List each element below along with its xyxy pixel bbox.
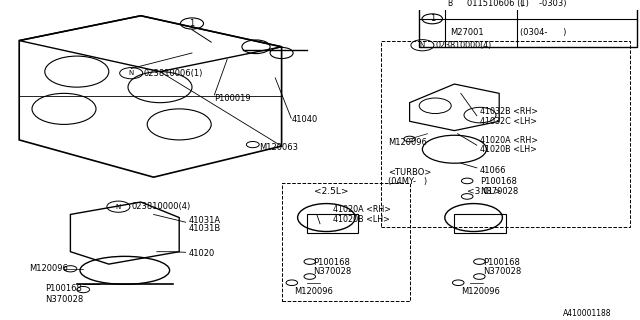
- Text: M120063: M120063: [259, 143, 298, 152]
- Text: M120096: M120096: [388, 138, 428, 147]
- Text: N370028: N370028: [45, 295, 83, 304]
- Text: A410001188: A410001188: [563, 309, 612, 318]
- Text: P100168: P100168: [483, 258, 520, 267]
- Text: 41040: 41040: [291, 115, 317, 124]
- Text: 41020A <RH>: 41020A <RH>: [333, 205, 391, 214]
- Bar: [381, 41, 630, 227]
- Text: P100168: P100168: [45, 284, 82, 293]
- Text: (04MY-   ): (04MY- ): [388, 177, 428, 186]
- Text: 41031B: 41031B: [189, 224, 221, 233]
- Bar: [419, 0, 637, 47]
- Text: <3.0L>: <3.0L>: [467, 187, 502, 196]
- Text: (      -0303): ( -0303): [520, 0, 567, 8]
- Text: 023810006(1): 023810006(1): [144, 69, 204, 78]
- Text: 41020B <LH>: 41020B <LH>: [333, 215, 390, 224]
- Text: <TURBO>: <TURBO>: [388, 168, 432, 177]
- Text: N: N: [129, 70, 134, 76]
- Text: M120096: M120096: [29, 264, 68, 273]
- Text: 41020B <LH>: 41020B <LH>: [480, 145, 537, 154]
- Text: (0304-      ): (0304- ): [520, 28, 566, 37]
- Text: P100019: P100019: [214, 93, 251, 102]
- Text: P100168: P100168: [480, 177, 517, 186]
- Text: 1: 1: [429, 14, 435, 23]
- Text: 41020A <RH>: 41020A <RH>: [480, 136, 538, 145]
- Text: 011510606 (1): 011510606 (1): [467, 0, 529, 8]
- Text: 41066: 41066: [480, 165, 506, 174]
- Text: N370028: N370028: [314, 268, 352, 276]
- Text: 1: 1: [189, 19, 195, 28]
- Text: 023810000(4): 023810000(4): [131, 202, 191, 211]
- Text: 023810000(4): 023810000(4): [435, 41, 492, 50]
- Text: 41020: 41020: [189, 249, 215, 258]
- Text: M120096: M120096: [461, 287, 500, 296]
- Text: 41032B <RH>: 41032B <RH>: [480, 108, 538, 116]
- Text: N370028: N370028: [480, 187, 518, 196]
- Bar: [282, 183, 410, 301]
- Text: N: N: [420, 42, 425, 48]
- Text: P100168: P100168: [314, 258, 351, 267]
- Text: N: N: [116, 204, 121, 210]
- Text: <2.5L>: <2.5L>: [314, 187, 348, 196]
- Text: N370028: N370028: [483, 268, 522, 276]
- Text: 41031A: 41031A: [189, 216, 221, 225]
- Text: M27001: M27001: [450, 28, 483, 37]
- Text: 41032C <LH>: 41032C <LH>: [480, 117, 537, 126]
- Text: B: B: [447, 0, 452, 8]
- Text: M120096: M120096: [294, 287, 333, 296]
